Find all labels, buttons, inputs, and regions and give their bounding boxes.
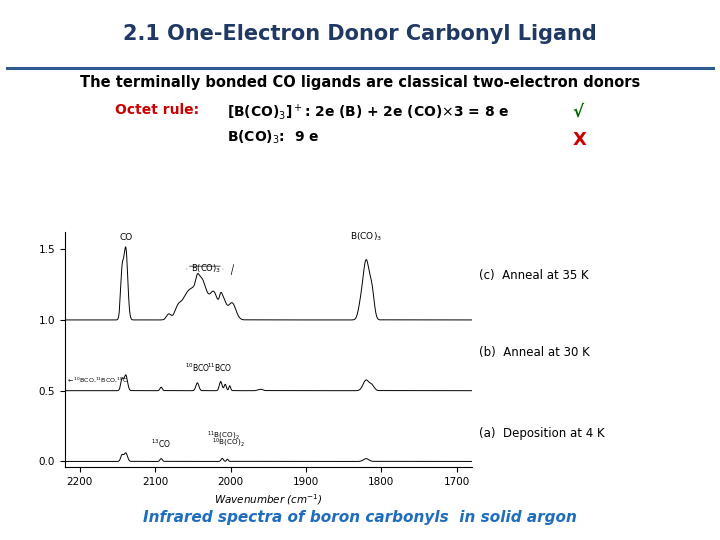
Text: Infrared spectra of boron carbonyls  in solid argon: Infrared spectra of boron carbonyls in s… (143, 510, 577, 525)
X-axis label: Wavenumber (cm$^{-1}$): Wavenumber (cm$^{-1}$) (214, 492, 323, 507)
Text: Octet rule:: Octet rule: (115, 103, 199, 117)
Text: CO: CO (120, 233, 132, 242)
Text: X: X (572, 131, 586, 149)
Text: [B(CO)$_3$]$^+$: 2e (B) + 2e (CO)$\times$3 = 8 e: [B(CO)$_3$]$^+$: 2e (B) + 2e (CO)$\times… (227, 103, 509, 122)
Text: (c)  Anneal at 35 K: (c) Anneal at 35 K (479, 269, 588, 282)
Text: $^{11}$BCO: $^{11}$BCO (207, 361, 233, 374)
Text: $^{10}$BCO: $^{10}$BCO (185, 361, 210, 374)
Text: The terminally bonded CO ligands are classical two-electron donors: The terminally bonded CO ligands are cla… (80, 75, 640, 90)
Text: √: √ (572, 103, 583, 120)
Text: 2.1 One-Electron Donor Carbonyl Ligand: 2.1 One-Electron Donor Carbonyl Ligand (123, 24, 597, 44)
Text: (b)  Anneal at 30 K: (b) Anneal at 30 K (479, 346, 590, 359)
Text: B(CO)$_3$: B(CO)$_3$ (191, 263, 221, 275)
Text: (a)  Deposition at 4 K: (a) Deposition at 4 K (479, 427, 604, 440)
Text: $^{10}$B(CO)$_2$: $^{10}$B(CO)$_2$ (212, 437, 245, 449)
Text: $^{13}$CO: $^{13}$CO (151, 437, 171, 450)
Text: B(CO)$_3$:  9 e: B(CO)$_3$: 9 e (227, 129, 319, 146)
Text: $\leftarrow$$^{10}$BCO,$^{11}$BCO,$^{10}$C: $\leftarrow$$^{10}$BCO,$^{11}$BCO,$^{10}… (66, 375, 128, 384)
Text: $^{11}$B(CO)$_2$: $^{11}$B(CO)$_2$ (207, 430, 240, 442)
Text: B(CO)$_3$: B(CO)$_3$ (350, 231, 382, 244)
